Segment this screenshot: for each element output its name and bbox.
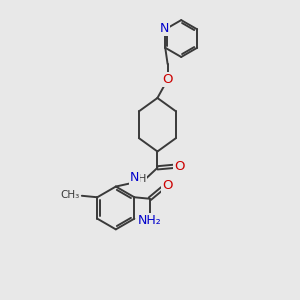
Text: N: N bbox=[130, 171, 139, 184]
Text: CH₃: CH₃ bbox=[60, 190, 80, 200]
Text: NH₂: NH₂ bbox=[138, 214, 162, 227]
Text: H: H bbox=[137, 174, 146, 184]
Text: O: O bbox=[174, 160, 184, 173]
Text: O: O bbox=[162, 73, 173, 86]
Text: O: O bbox=[162, 179, 173, 193]
Text: N: N bbox=[160, 22, 169, 35]
